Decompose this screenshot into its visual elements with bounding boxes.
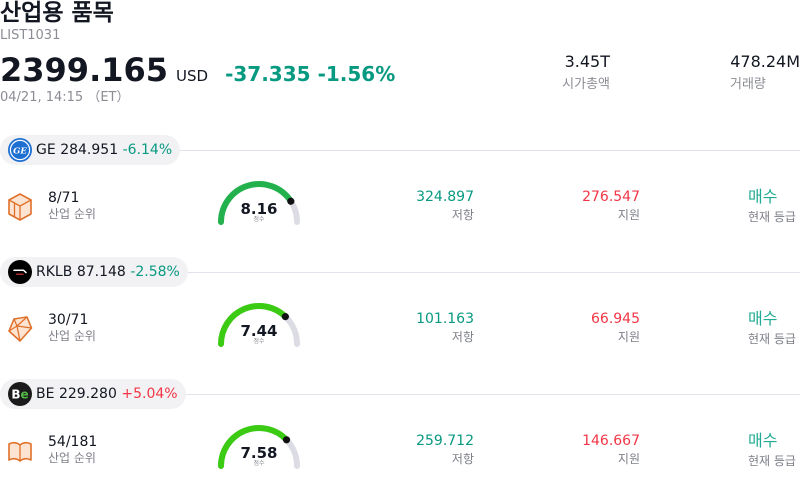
rklb-logo-icon xyxy=(8,260,32,284)
market-cap-value: 3.45T xyxy=(564,52,610,71)
market-cap-label: 시가총액 xyxy=(562,77,610,92)
support-value: 276.547 xyxy=(582,189,640,205)
logo-letter-accent: e xyxy=(21,387,29,401)
holding-header: RKLB 87.148 -2.58% xyxy=(0,257,800,287)
logo-lettering: Be xyxy=(11,387,28,401)
industry-rank-label: 산업 순위 xyxy=(48,451,96,465)
score-gauge xyxy=(218,303,300,347)
gauge-marker xyxy=(281,313,289,321)
rating-label: 현재 등급 xyxy=(748,332,796,346)
last-price: 2399.165 xyxy=(0,51,169,89)
support-label: 지원 xyxy=(617,452,640,466)
score-gauge xyxy=(218,181,300,225)
ge-logo-icon: GE xyxy=(8,138,32,162)
holding-header: GE GE 284.951 -6.14% xyxy=(0,135,800,165)
ticker-price: 87.148 xyxy=(76,263,126,280)
rating-label: 현재 등급 xyxy=(748,454,796,468)
ticker-price: 229.280 xyxy=(58,385,117,402)
row-divider xyxy=(187,271,800,273)
gem-icon xyxy=(8,316,33,342)
resistance-value: 259.712 xyxy=(416,433,474,449)
logo-mark xyxy=(13,269,27,274)
symbol-pill[interactable]: Be BE 229.280 +5.04% xyxy=(0,379,186,409)
row-divider xyxy=(180,149,800,151)
industry-rank-value: 8/71 xyxy=(48,190,80,206)
holding-row: Be BE 229.280 +5.04% 54/181 산업 순위 7.58 점… xyxy=(0,379,800,475)
symbol-pill[interactable]: RKLB 87.148 -2.58% xyxy=(0,257,188,287)
resistance-label: 저항 xyxy=(451,330,474,344)
price-row: 2399.165 USD -37.335 -1.56% xyxy=(0,50,395,90)
gauge-marker xyxy=(282,436,291,444)
row-divider xyxy=(185,393,800,395)
timestamp: 04/21, 14:15 （ET） xyxy=(0,90,130,105)
industry-rank-value: 54/181 xyxy=(48,434,98,450)
ticker-price: 284.951 xyxy=(60,141,119,158)
rating-value: 매수 xyxy=(748,431,778,450)
logo-background xyxy=(8,260,32,284)
rating-value: 매수 xyxy=(748,309,778,328)
volume-value: 478.24M xyxy=(730,52,800,71)
gauge-fill xyxy=(218,425,290,469)
ticker-change: -2.58% xyxy=(130,263,180,280)
resistance-label: 저항 xyxy=(451,208,474,222)
ticker-change: +5.04% xyxy=(121,385,178,402)
price-change: -37.335 -1.56% xyxy=(225,62,395,86)
holding-row: GE GE 284.951 -6.14% 8/71 산업 순위 8.16 점수 … xyxy=(0,135,800,231)
holding-row: RKLB 87.148 -2.58% 30/71 산업 순위 7.44 점수 1… xyxy=(0,257,800,353)
symbol-pill[interactable]: GE GE 284.951 -6.14% xyxy=(0,135,181,165)
page-title: 산업용 품목 xyxy=(0,0,114,26)
support-value: 66.945 xyxy=(591,311,640,327)
volume-label: 거래량 xyxy=(730,77,766,92)
score-label: 점수 xyxy=(253,338,265,345)
change-percent: -1.56% xyxy=(317,62,396,86)
resistance-value: 101.163 xyxy=(416,311,474,327)
rating-value: 매수 xyxy=(748,187,778,206)
logo-letter-main: B xyxy=(11,387,20,401)
industry-rank-label: 산업 순위 xyxy=(48,329,96,343)
logo-lettering: GE xyxy=(13,146,27,156)
score-value: 8.16 xyxy=(240,200,278,218)
score-value: 7.44 xyxy=(240,322,278,340)
logo-background xyxy=(8,382,32,406)
support-label: 지원 xyxy=(617,330,640,344)
cube-icon xyxy=(8,193,32,221)
score-gauge xyxy=(218,425,300,469)
list-symbol: LIST1031 xyxy=(0,28,61,43)
gauge-fill xyxy=(218,181,294,225)
resistance-value: 324.897 xyxy=(416,189,474,205)
support-label: 지원 xyxy=(617,208,640,222)
book-icon xyxy=(8,441,32,462)
be-logo-icon: Be xyxy=(8,382,32,406)
score-label: 점수 xyxy=(253,460,265,467)
gauge-fill xyxy=(218,303,289,347)
holding-header: Be BE 229.280 +5.04% xyxy=(0,379,800,409)
ticker: RKLB xyxy=(36,263,73,280)
ticker: GE xyxy=(36,141,56,158)
gauge-marker xyxy=(287,197,295,205)
logo-ring xyxy=(9,139,31,161)
logo-background xyxy=(8,138,32,162)
resistance-label: 저항 xyxy=(451,452,474,466)
rating-label: 현재 등급 xyxy=(748,210,796,224)
industry-rank-label: 산업 순위 xyxy=(48,207,96,221)
currency: USD xyxy=(176,67,209,85)
score-label: 점수 xyxy=(253,216,265,223)
ticker: BE xyxy=(36,385,55,402)
change-value: -37.335 xyxy=(225,62,311,86)
score-value: 7.58 xyxy=(240,444,278,462)
ticker-change: -6.14% xyxy=(122,141,173,158)
support-value: 146.667 xyxy=(582,433,640,449)
industry-rank-value: 30/71 xyxy=(48,312,89,328)
